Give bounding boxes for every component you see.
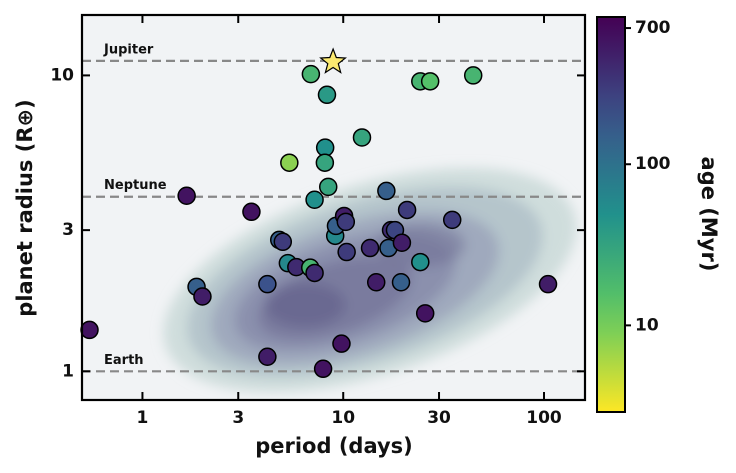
y-tick-label: 1 bbox=[62, 361, 74, 381]
planet-point bbox=[313, 359, 333, 379]
x-tick-label: 100 bbox=[526, 408, 562, 428]
planet-point bbox=[463, 66, 483, 85]
planet-point bbox=[332, 334, 351, 353]
planet-point bbox=[336, 212, 356, 232]
y-axis-label: planet radius (R⊕) bbox=[13, 99, 37, 316]
y-tick-label: 10 bbox=[50, 65, 74, 85]
planet-point bbox=[318, 177, 338, 197]
planet-point bbox=[538, 274, 558, 294]
planet-point bbox=[193, 287, 212, 306]
planet-point bbox=[420, 72, 440, 91]
x-tick-label: 1 bbox=[137, 408, 149, 428]
planet-point bbox=[442, 210, 462, 230]
planet-point bbox=[391, 272, 411, 292]
planet-point bbox=[337, 242, 356, 262]
planet-point bbox=[411, 252, 430, 272]
y-tick-label: 3 bbox=[62, 220, 74, 240]
reference-label: Earth bbox=[104, 353, 144, 368]
colorbar bbox=[597, 17, 625, 412]
planet-point bbox=[415, 304, 435, 323]
x-tick-label: 30 bbox=[427, 408, 451, 428]
colorbar-tick-label: 100 bbox=[635, 154, 671, 174]
plot-frame bbox=[80, 13, 587, 402]
planet-point bbox=[360, 238, 380, 258]
colorbar-tick-label: 10 bbox=[635, 315, 659, 335]
colorbar-label: age (Myr) bbox=[697, 157, 721, 272]
colorbar-frame bbox=[596, 16, 626, 413]
planet-point bbox=[258, 347, 277, 367]
x-axis-label: period (days) bbox=[255, 434, 413, 458]
planet-point bbox=[301, 64, 321, 84]
planet-point bbox=[397, 200, 417, 220]
planet-point bbox=[366, 272, 386, 292]
planet-point bbox=[273, 232, 293, 252]
planet-point bbox=[352, 128, 372, 147]
planet-point bbox=[315, 153, 335, 172]
colorbar-tick-label: 700 bbox=[635, 18, 671, 38]
planet-point bbox=[392, 233, 412, 252]
highlight-star bbox=[319, 47, 347, 74]
x-tick-label: 10 bbox=[331, 408, 355, 428]
planet-point bbox=[377, 181, 396, 201]
planet-point bbox=[305, 190, 324, 210]
planet-point bbox=[258, 274, 277, 294]
planet-point bbox=[80, 320, 99, 340]
planet-point bbox=[242, 202, 261, 222]
x-tick-label: 3 bbox=[232, 408, 244, 428]
planet-point bbox=[177, 186, 196, 206]
reference-label: Neptune bbox=[104, 178, 167, 193]
planet-point bbox=[305, 263, 324, 283]
planet-point bbox=[317, 85, 337, 105]
planet-point bbox=[280, 153, 299, 172]
reference-label: Jupiter bbox=[103, 42, 154, 57]
